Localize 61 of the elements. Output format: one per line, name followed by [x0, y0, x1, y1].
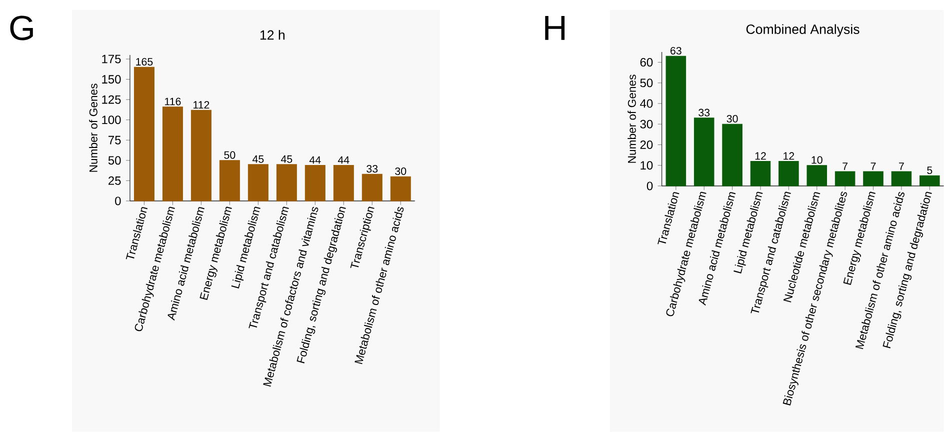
bar	[276, 164, 297, 202]
y-axis-title: Number of Genes	[89, 84, 98, 172]
data-label: 7	[842, 162, 848, 170]
data-label: 45	[252, 155, 264, 163]
data-label: 45	[280, 155, 292, 163]
bar	[863, 171, 884, 186]
chart-title: Combined Analysis	[746, 24, 860, 37]
bar	[162, 106, 183, 202]
data-label: 30	[395, 168, 406, 176]
y-tick-label: 50	[640, 78, 653, 88]
y-tick-label: 125	[102, 95, 121, 104]
data-label: 116	[165, 98, 181, 106]
data-label: 63	[670, 47, 682, 55]
data-label: 12	[755, 152, 766, 160]
bar	[134, 66, 154, 202]
data-label: 7	[870, 162, 876, 170]
data-label: 12	[784, 152, 794, 160]
bar	[891, 171, 912, 186]
data-label: 10	[812, 156, 822, 164]
bar	[304, 165, 326, 202]
data-label: 33	[366, 165, 378, 173]
bar	[722, 124, 742, 186]
data-label: 165	[136, 58, 153, 66]
data-label: 112	[194, 101, 210, 109]
bar	[333, 165, 354, 202]
data-label: 30	[726, 115, 738, 123]
bar	[248, 164, 268, 202]
bar	[219, 160, 240, 202]
bar	[666, 56, 686, 186]
bar	[778, 161, 799, 186]
y-tick-label: 0	[646, 182, 653, 190]
y-tick-label: 60	[640, 58, 653, 67]
data-label: 5	[927, 166, 932, 174]
y-tick-label: 25	[108, 176, 121, 185]
y-tick-label: 0	[115, 196, 121, 206]
bar	[190, 110, 212, 202]
chart-title: 12 h	[260, 30, 285, 40]
y-tick-label: 10	[640, 161, 653, 170]
bar	[750, 161, 771, 186]
bar	[920, 175, 940, 186]
bar	[362, 174, 382, 202]
y-tick-label: 30	[640, 120, 653, 128]
y-tick-label: 175	[102, 54, 121, 64]
data-label: 50	[224, 151, 236, 159]
bar	[390, 176, 411, 202]
y-tick-label: 40	[640, 99, 653, 108]
bar	[806, 165, 828, 186]
y-tick-label: 20	[640, 140, 653, 150]
bar	[834, 171, 856, 186]
data-label: 44	[338, 156, 350, 164]
text: H	[545, 16, 565, 40]
data-label: 44	[309, 156, 321, 164]
y-axis-title: Number of Genes	[628, 74, 636, 163]
data-label: 33	[698, 108, 710, 116]
data-label: 7	[899, 162, 904, 170]
y-tick-label: 75	[108, 136, 121, 144]
bar	[694, 118, 714, 186]
y-tick-label: 150	[102, 75, 121, 84]
text: G	[10, 16, 33, 40]
y-tick-label: 100	[102, 116, 121, 124]
y-tick-label: 50	[108, 156, 121, 165]
